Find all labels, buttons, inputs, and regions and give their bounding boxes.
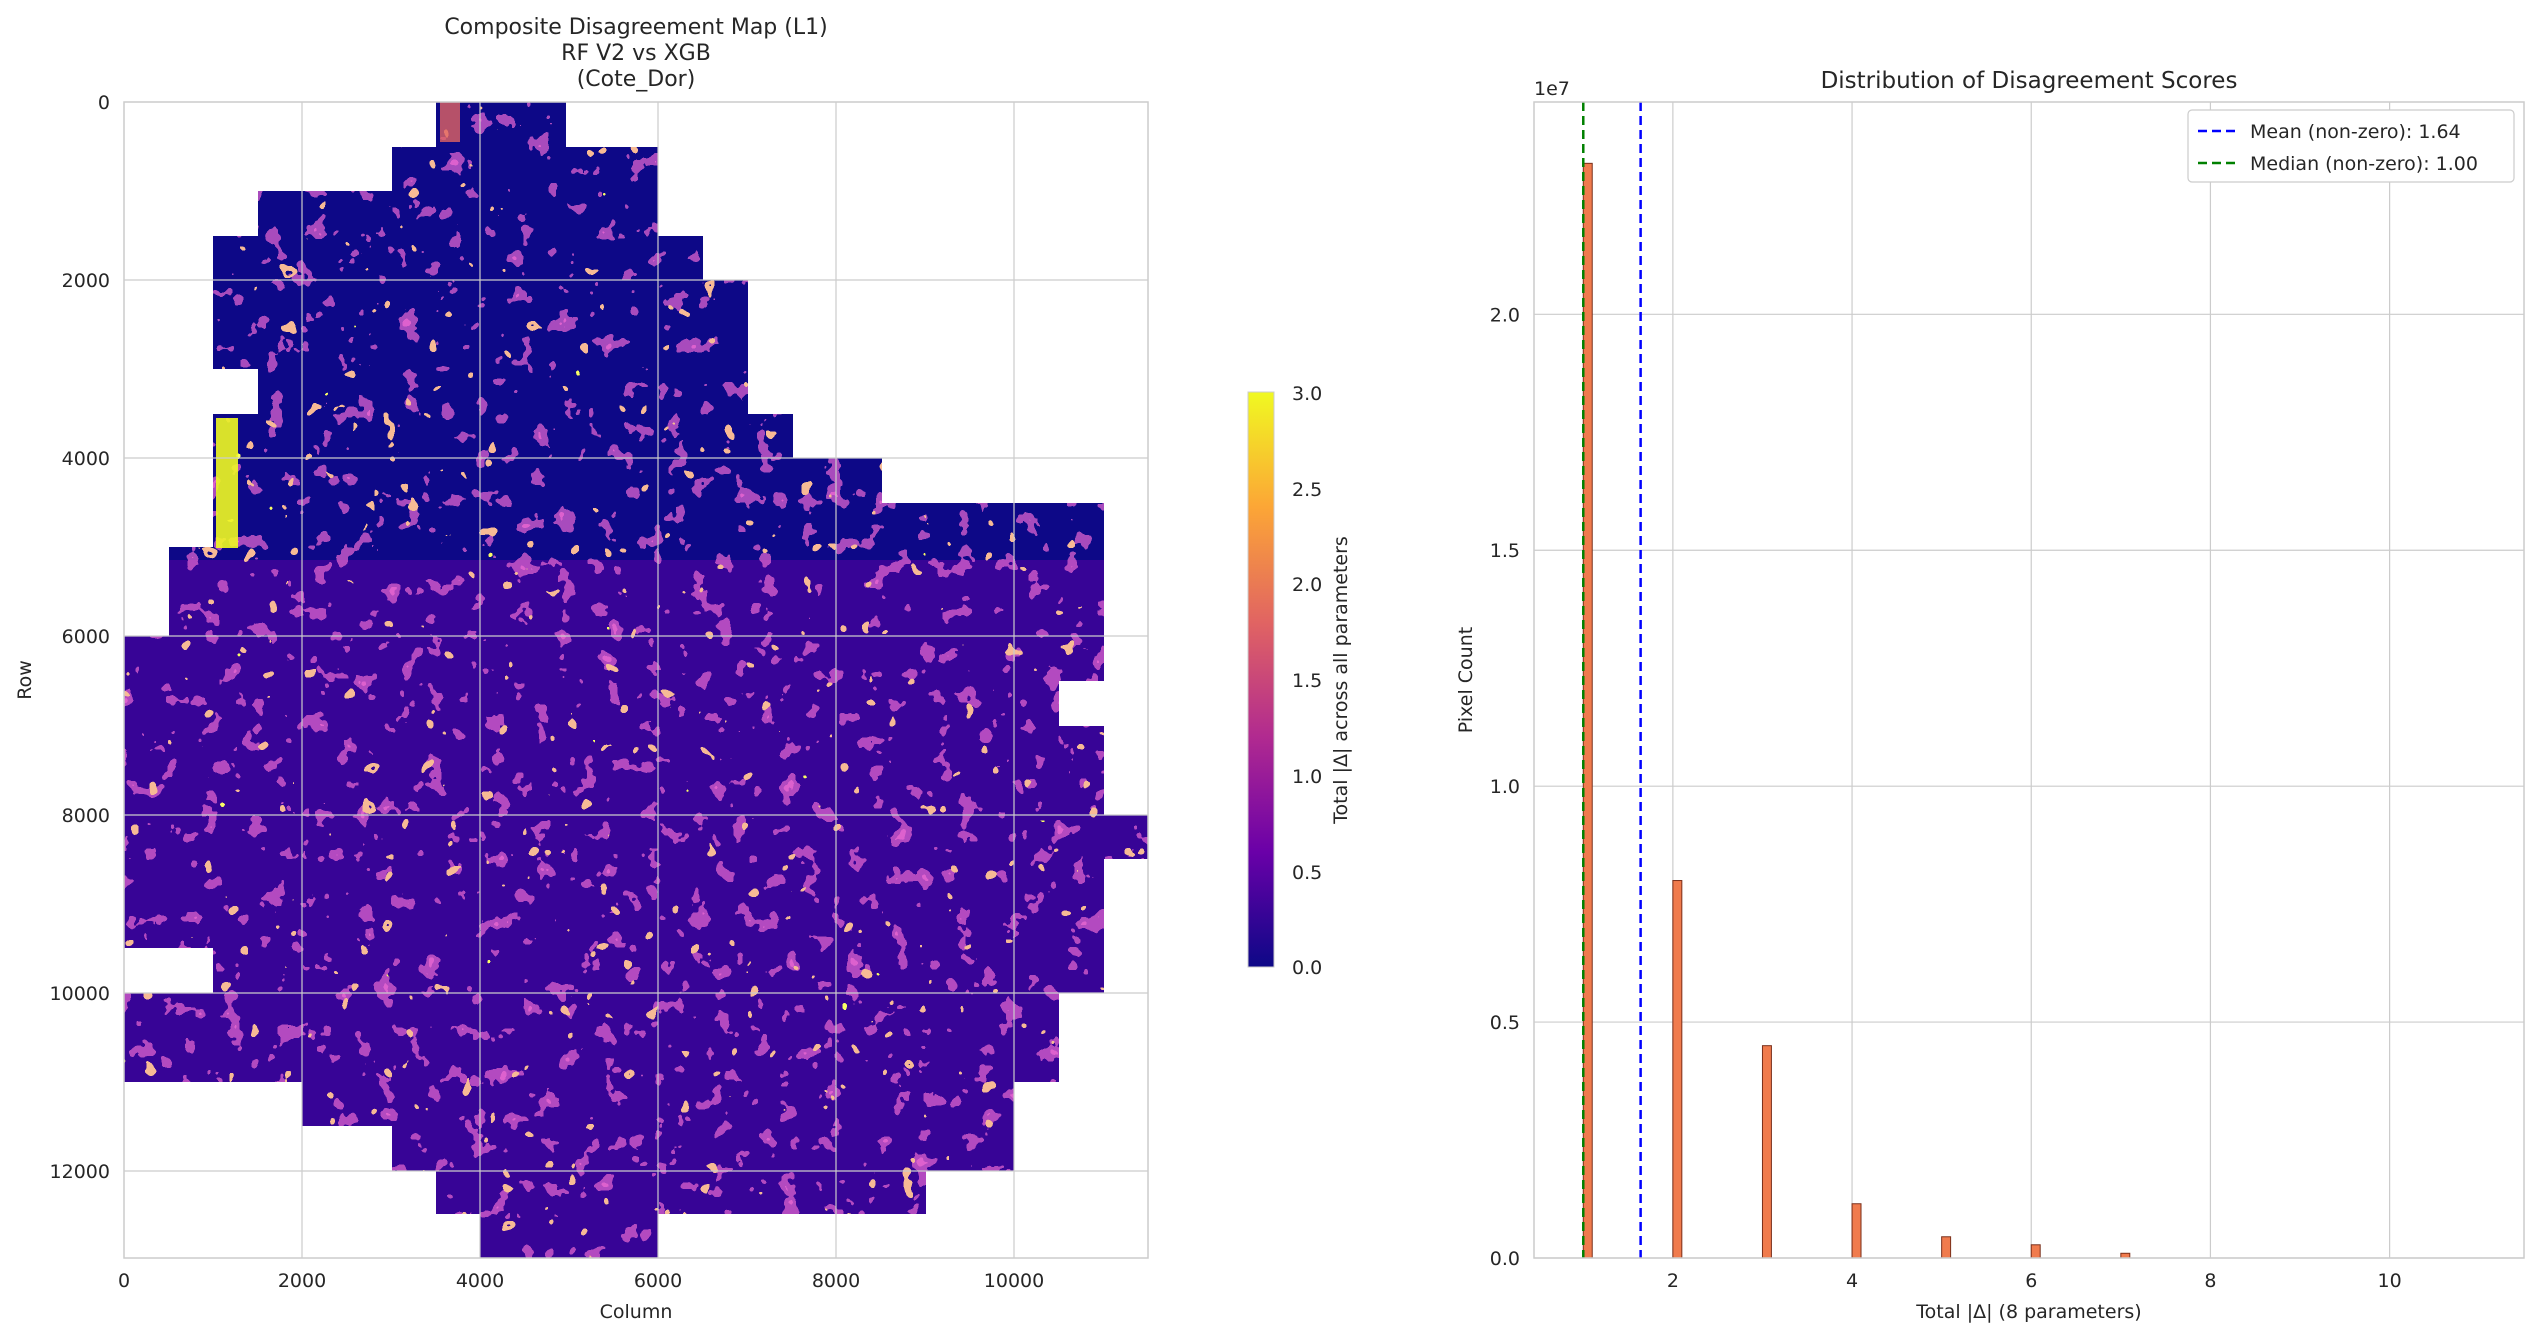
histogram-x-tick: 8	[2204, 1270, 2216, 1292]
histogram-y-scale-label: 1e7	[1534, 78, 1570, 100]
map-x-ticks: 0 2000 4000 6000 8000 10000	[118, 1270, 1044, 1292]
map-x-tick: 2000	[278, 1270, 326, 1292]
histogram-x-tick: 2	[1667, 1270, 1679, 1292]
map-panel: Composite Disagreement Map (L1) RF V2 vs…	[14, 15, 1352, 1323]
histogram-panel: Distribution of Disagreement Scores 1e7 …	[1455, 68, 2525, 1323]
map-y-tick: 6000	[62, 626, 110, 648]
map-title-line-3: (Cote_Dor)	[577, 67, 696, 92]
colorbar-tick: 0.5	[1292, 862, 1322, 884]
colorbar: 0.0 0.5 1.0 1.5 2.0 2.5 3.0 Total |Δ| ac…	[1247, 383, 1352, 979]
map-y-tick: 2000	[62, 270, 110, 292]
histogram-bar	[2030, 1244, 2041, 1259]
map-y-ticks: 0 2000 4000 6000 8000 10000 12000	[50, 92, 110, 1183]
map-x-tick: 8000	[812, 1270, 860, 1292]
histogram-bar	[1761, 1045, 1772, 1259]
map-y-tick: 0	[98, 92, 110, 114]
colorbar-tick: 1.5	[1292, 670, 1322, 692]
map-y-tick: 4000	[62, 448, 110, 470]
histogram-y-tick: 2.0	[1490, 304, 1520, 326]
colorbar-gradient	[1248, 392, 1274, 967]
histogram-frame	[1533, 101, 2525, 1259]
map-grid	[124, 102, 1148, 1258]
legend-mean-label: Mean (non-zero): 1.64	[2250, 121, 2461, 143]
map-title-line-1: Composite Disagreement Map (L1)	[444, 15, 827, 40]
map-frame	[123, 101, 1149, 1259]
legend-median-label: Median (non-zero): 1.00	[2250, 153, 2478, 175]
map-title-line-2: RF V2 vs XGB	[561, 41, 711, 66]
histogram-title: Distribution of Disagreement Scores	[1821, 68, 2238, 94]
colorbar-label: Total |Δ| across all parameters	[1330, 536, 1352, 825]
legend-box	[2187, 109, 2515, 183]
histogram-x-tick: 4	[1846, 1270, 1858, 1292]
histogram-x-tick: 6	[2025, 1270, 2037, 1292]
legend: Mean (non-zero): 1.64 Median (non-zero):…	[2187, 109, 2515, 183]
histogram-y-tick: 1.5	[1490, 540, 1520, 562]
histogram-bar	[1672, 880, 1683, 1259]
map-x-tick: 10000	[984, 1270, 1044, 1292]
map-y-axis-label: Row	[14, 660, 36, 700]
histogram-y-ticks: 0.0 0.5 1.0 1.5 2.0	[1490, 304, 1520, 1270]
map-y-tick: 8000	[62, 805, 110, 827]
colorbar-tick: 3.0	[1292, 383, 1322, 405]
map-x-axis-label: Column	[600, 1301, 673, 1323]
histogram-x-ticks: 2 4 6 8 10	[1667, 1270, 2402, 1292]
histogram-y-tick: 1.0	[1490, 776, 1520, 798]
histogram-grid	[1534, 102, 2524, 1259]
histogram-bar	[1582, 162, 1593, 1259]
disagreement-raster	[124, 102, 1148, 1258]
map-x-tick: 0	[118, 1270, 130, 1292]
histogram-bar	[1941, 1236, 1952, 1259]
colorbar-ticks: 0.0 0.5 1.0 1.5 2.0 2.5 3.0	[1292, 383, 1322, 979]
map-x-tick: 4000	[456, 1270, 504, 1292]
reference-lines	[1582, 102, 1642, 1258]
histogram-x-tick: 10	[2378, 1270, 2402, 1292]
map-y-tick: 12000	[50, 1161, 110, 1183]
colorbar-tick: 2.5	[1292, 479, 1322, 501]
histogram-y-tick: 0.5	[1490, 1012, 1520, 1034]
colorbar-tick: 0.0	[1292, 957, 1322, 979]
map-y-tick: 10000	[50, 983, 110, 1005]
colorbar-tick: 1.0	[1292, 766, 1322, 788]
histogram-y-tick: 0.0	[1490, 1248, 1520, 1270]
histogram-bar	[1851, 1203, 1862, 1259]
histogram-y-axis-label: Pixel Count	[1455, 627, 1477, 733]
map-x-tick: 6000	[634, 1270, 682, 1292]
histogram-bars	[1582, 162, 2131, 1259]
histogram-x-axis-label: Total |Δ| (8 parameters)	[1915, 1301, 2141, 1323]
colorbar-tick: 2.0	[1292, 574, 1322, 596]
